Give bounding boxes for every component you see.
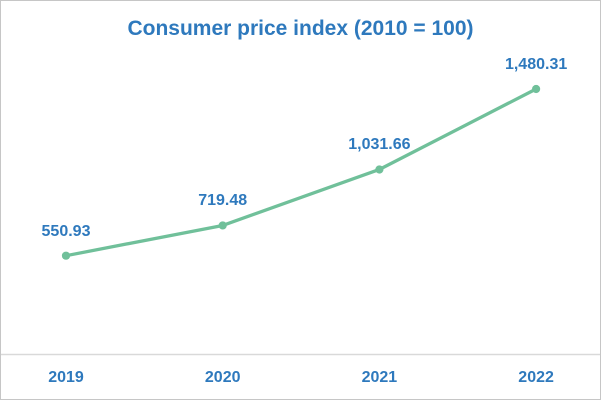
- data-label: 1,031.66: [348, 136, 411, 154]
- chart-title: Consumer price index (2010 = 100): [127, 17, 474, 40]
- data-point-marker: [375, 165, 384, 174]
- data-label: 719.48: [198, 192, 248, 210]
- x-axis-tick-label: 2019: [48, 369, 84, 386]
- x-axis-tick-label: 2021: [361, 369, 398, 386]
- data-label: 550.93: [41, 222, 91, 240]
- data-point-marker: [532, 84, 541, 94]
- series-line: [64, 87, 538, 258]
- data-label: 1,480.31: [504, 56, 568, 73]
- data-point-marker: [218, 221, 227, 230]
- data-point-marker: [61, 251, 71, 260]
- x-axis-tick-label: 2022: [518, 369, 554, 386]
- x-axis-tick-label: 2020: [204, 369, 241, 386]
